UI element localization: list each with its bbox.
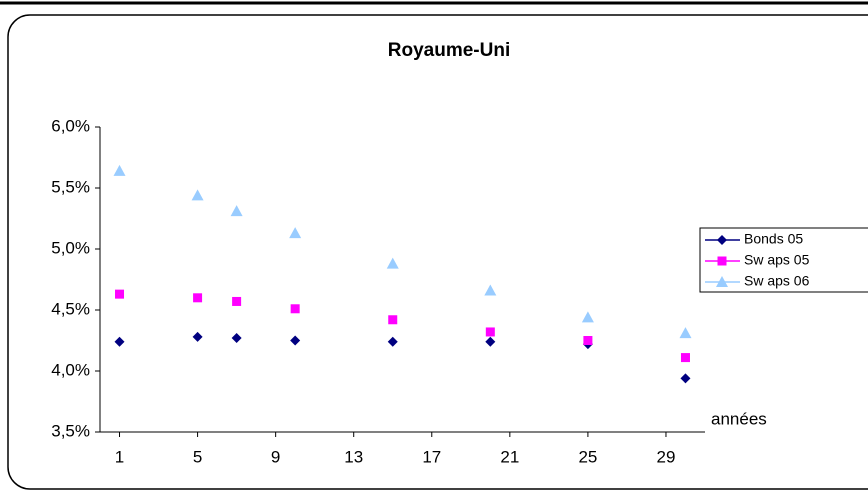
- data-point: [485, 327, 495, 337]
- data-point: [679, 327, 692, 339]
- chart-frame: [7, 14, 868, 490]
- x-axis-label: années: [711, 409, 767, 428]
- data-point: [581, 311, 594, 323]
- data-point: [485, 336, 496, 347]
- data-point: [231, 333, 242, 344]
- data-point: [113, 164, 126, 176]
- legend-marker: [716, 276, 728, 287]
- x-tick-label: 9: [271, 447, 280, 466]
- x-tick-label: 5: [193, 447, 202, 466]
- y-tick-label: 3,5%: [51, 421, 90, 440]
- data-point: [114, 336, 125, 347]
- data-point: [386, 257, 399, 269]
- y-tick-label: 6,0%: [51, 116, 90, 135]
- x-tick-label: 29: [657, 447, 676, 466]
- legend-marker: [717, 256, 727, 266]
- data-point: [484, 284, 497, 296]
- y-tick-label: 4,5%: [51, 299, 90, 318]
- data-point: [388, 315, 398, 325]
- legend-label: Sw aps 06: [744, 273, 810, 289]
- x-tick-label: 17: [422, 447, 441, 466]
- data-point: [290, 304, 300, 314]
- data-point: [387, 336, 398, 347]
- x-tick-label: 25: [578, 447, 597, 466]
- x-tick-label: 13: [344, 447, 363, 466]
- x-tick-label: 21: [500, 447, 519, 466]
- legend-label: Bonds 05: [744, 231, 803, 247]
- data-point: [680, 353, 690, 363]
- data-point: [290, 335, 301, 346]
- data-point: [230, 205, 243, 217]
- y-tick-label: 5,0%: [51, 238, 90, 257]
- data-point: [115, 289, 125, 299]
- y-tick-label: 4,0%: [51, 360, 90, 379]
- data-point: [289, 227, 302, 239]
- legend-label: Sw aps 05: [744, 252, 810, 268]
- data-point: [192, 331, 203, 342]
- x-tick-label: 1: [115, 447, 124, 466]
- data-point: [232, 296, 242, 306]
- y-tick-label: 5,5%: [51, 177, 90, 196]
- data-point: [193, 293, 203, 303]
- data-point: [191, 189, 204, 201]
- legend-marker: [717, 235, 727, 245]
- data-point: [583, 336, 593, 345]
- data-point: [680, 373, 691, 384]
- chart-title: Royaume-Uni: [388, 40, 510, 61]
